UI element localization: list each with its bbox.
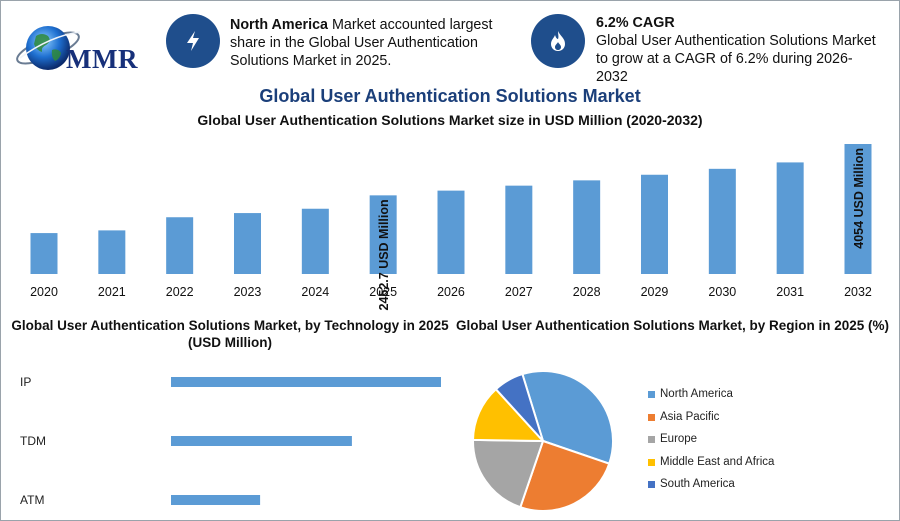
- flame-icon: [531, 14, 585, 68]
- year-tick-2027: 2027: [505, 285, 533, 299]
- year-tick-2023: 2023: [234, 285, 262, 299]
- legend-label-south-america: South America: [660, 478, 735, 490]
- technology-label-atm: ATM: [20, 493, 44, 507]
- market-size-bar-2023: [233, 213, 261, 274]
- legend-label-middle-east-and-africa: Middle East and Africa: [660, 455, 775, 468]
- page-title: Global User Authentication Solutions Mar…: [259, 86, 641, 106]
- technology-bar-tdm: [171, 436, 352, 446]
- year-tick-2020: 2020: [30, 285, 58, 299]
- year-tick-2022: 2022: [166, 285, 194, 299]
- year-tick-2028: 2028: [573, 285, 601, 299]
- pie-slice-north-america: [521, 370, 614, 465]
- north-america-info: North America Market accounted largest s…: [230, 16, 520, 70]
- market-size-bar-2032: [844, 144, 872, 274]
- data-label-2032: 4054 USD Million: [852, 148, 866, 249]
- technology-label-ip: IP: [20, 375, 31, 389]
- info-bold-north-america: North America: [230, 17, 328, 33]
- cagr-info: 6.2% CAGR Global User Authentication Sol…: [596, 14, 881, 86]
- legend-label-europe: Europe: [660, 433, 698, 445]
- info-text-north-america: Market accounted largest share in the Gl…: [230, 17, 493, 69]
- cagr-headline: 6.2% CAGR: [596, 15, 675, 31]
- pie-slice-asia-pacific: [519, 439, 611, 512]
- cagr-description: Global User Authentication Solutions Mar…: [596, 33, 876, 85]
- legend-swatch-south-america: [648, 481, 655, 488]
- data-label-2025: 2452.7 USD Million: [377, 199, 391, 310]
- technology-label-tdm: TDM: [20, 434, 46, 448]
- year-tick-2032: 2032: [844, 285, 872, 299]
- market-size-bar-2026: [437, 190, 465, 274]
- market-size-bar-2025: [369, 195, 397, 274]
- legend-swatch-north-america: [648, 391, 655, 398]
- pie-slice-europe: [472, 438, 545, 509]
- market-size-bar-2022: [166, 217, 194, 274]
- legend-label-north-america: North America: [660, 388, 733, 400]
- lightning-icon: [166, 14, 220, 68]
- technology-chart-title: Global User Authentication Solutions Mar…: [11, 318, 449, 350]
- market-size-bar-2029: [640, 174, 668, 274]
- market-size-bar-2031: [776, 162, 804, 274]
- market-size-bar-2030: [708, 168, 736, 274]
- mmr-logo: [16, 26, 81, 70]
- market-size-bar-2028: [573, 180, 601, 274]
- technology-bar-ip: [171, 377, 441, 387]
- year-tick-2030: 2030: [708, 285, 736, 299]
- pie-slice-south-america: [494, 372, 544, 442]
- year-tick-2024: 2024: [301, 285, 329, 299]
- legend-swatch-europe: [648, 436, 655, 443]
- market-size-bar-2027: [505, 185, 533, 274]
- year-tick-2029: 2029: [641, 285, 669, 299]
- year-tick-2031: 2031: [776, 285, 804, 299]
- bar-chart-title: Global User Authentication Solutions Mar…: [197, 112, 703, 128]
- pie-slice-middle-east-and-africa: [471, 387, 546, 443]
- technology-bar-atm: [171, 495, 261, 505]
- year-tick-2025: 2025: [369, 285, 397, 299]
- region-chart-title: Global User Authentication Solutions Mar…: [455, 318, 890, 333]
- legend-swatch-asia-pacific: [648, 413, 655, 421]
- market-size-bar-2021: [98, 230, 126, 274]
- market-size-bar-2024: [301, 208, 329, 274]
- legend-swatch-middle-east-and-africa: [648, 458, 655, 466]
- market-size-bar-2020: [30, 233, 58, 274]
- legend-label-asia-pacific: Asia Pacific: [660, 410, 720, 423]
- year-tick-2021: 2021: [98, 285, 126, 299]
- logo-text: MMR: [66, 44, 138, 74]
- year-tick-2026: 2026: [437, 285, 465, 299]
